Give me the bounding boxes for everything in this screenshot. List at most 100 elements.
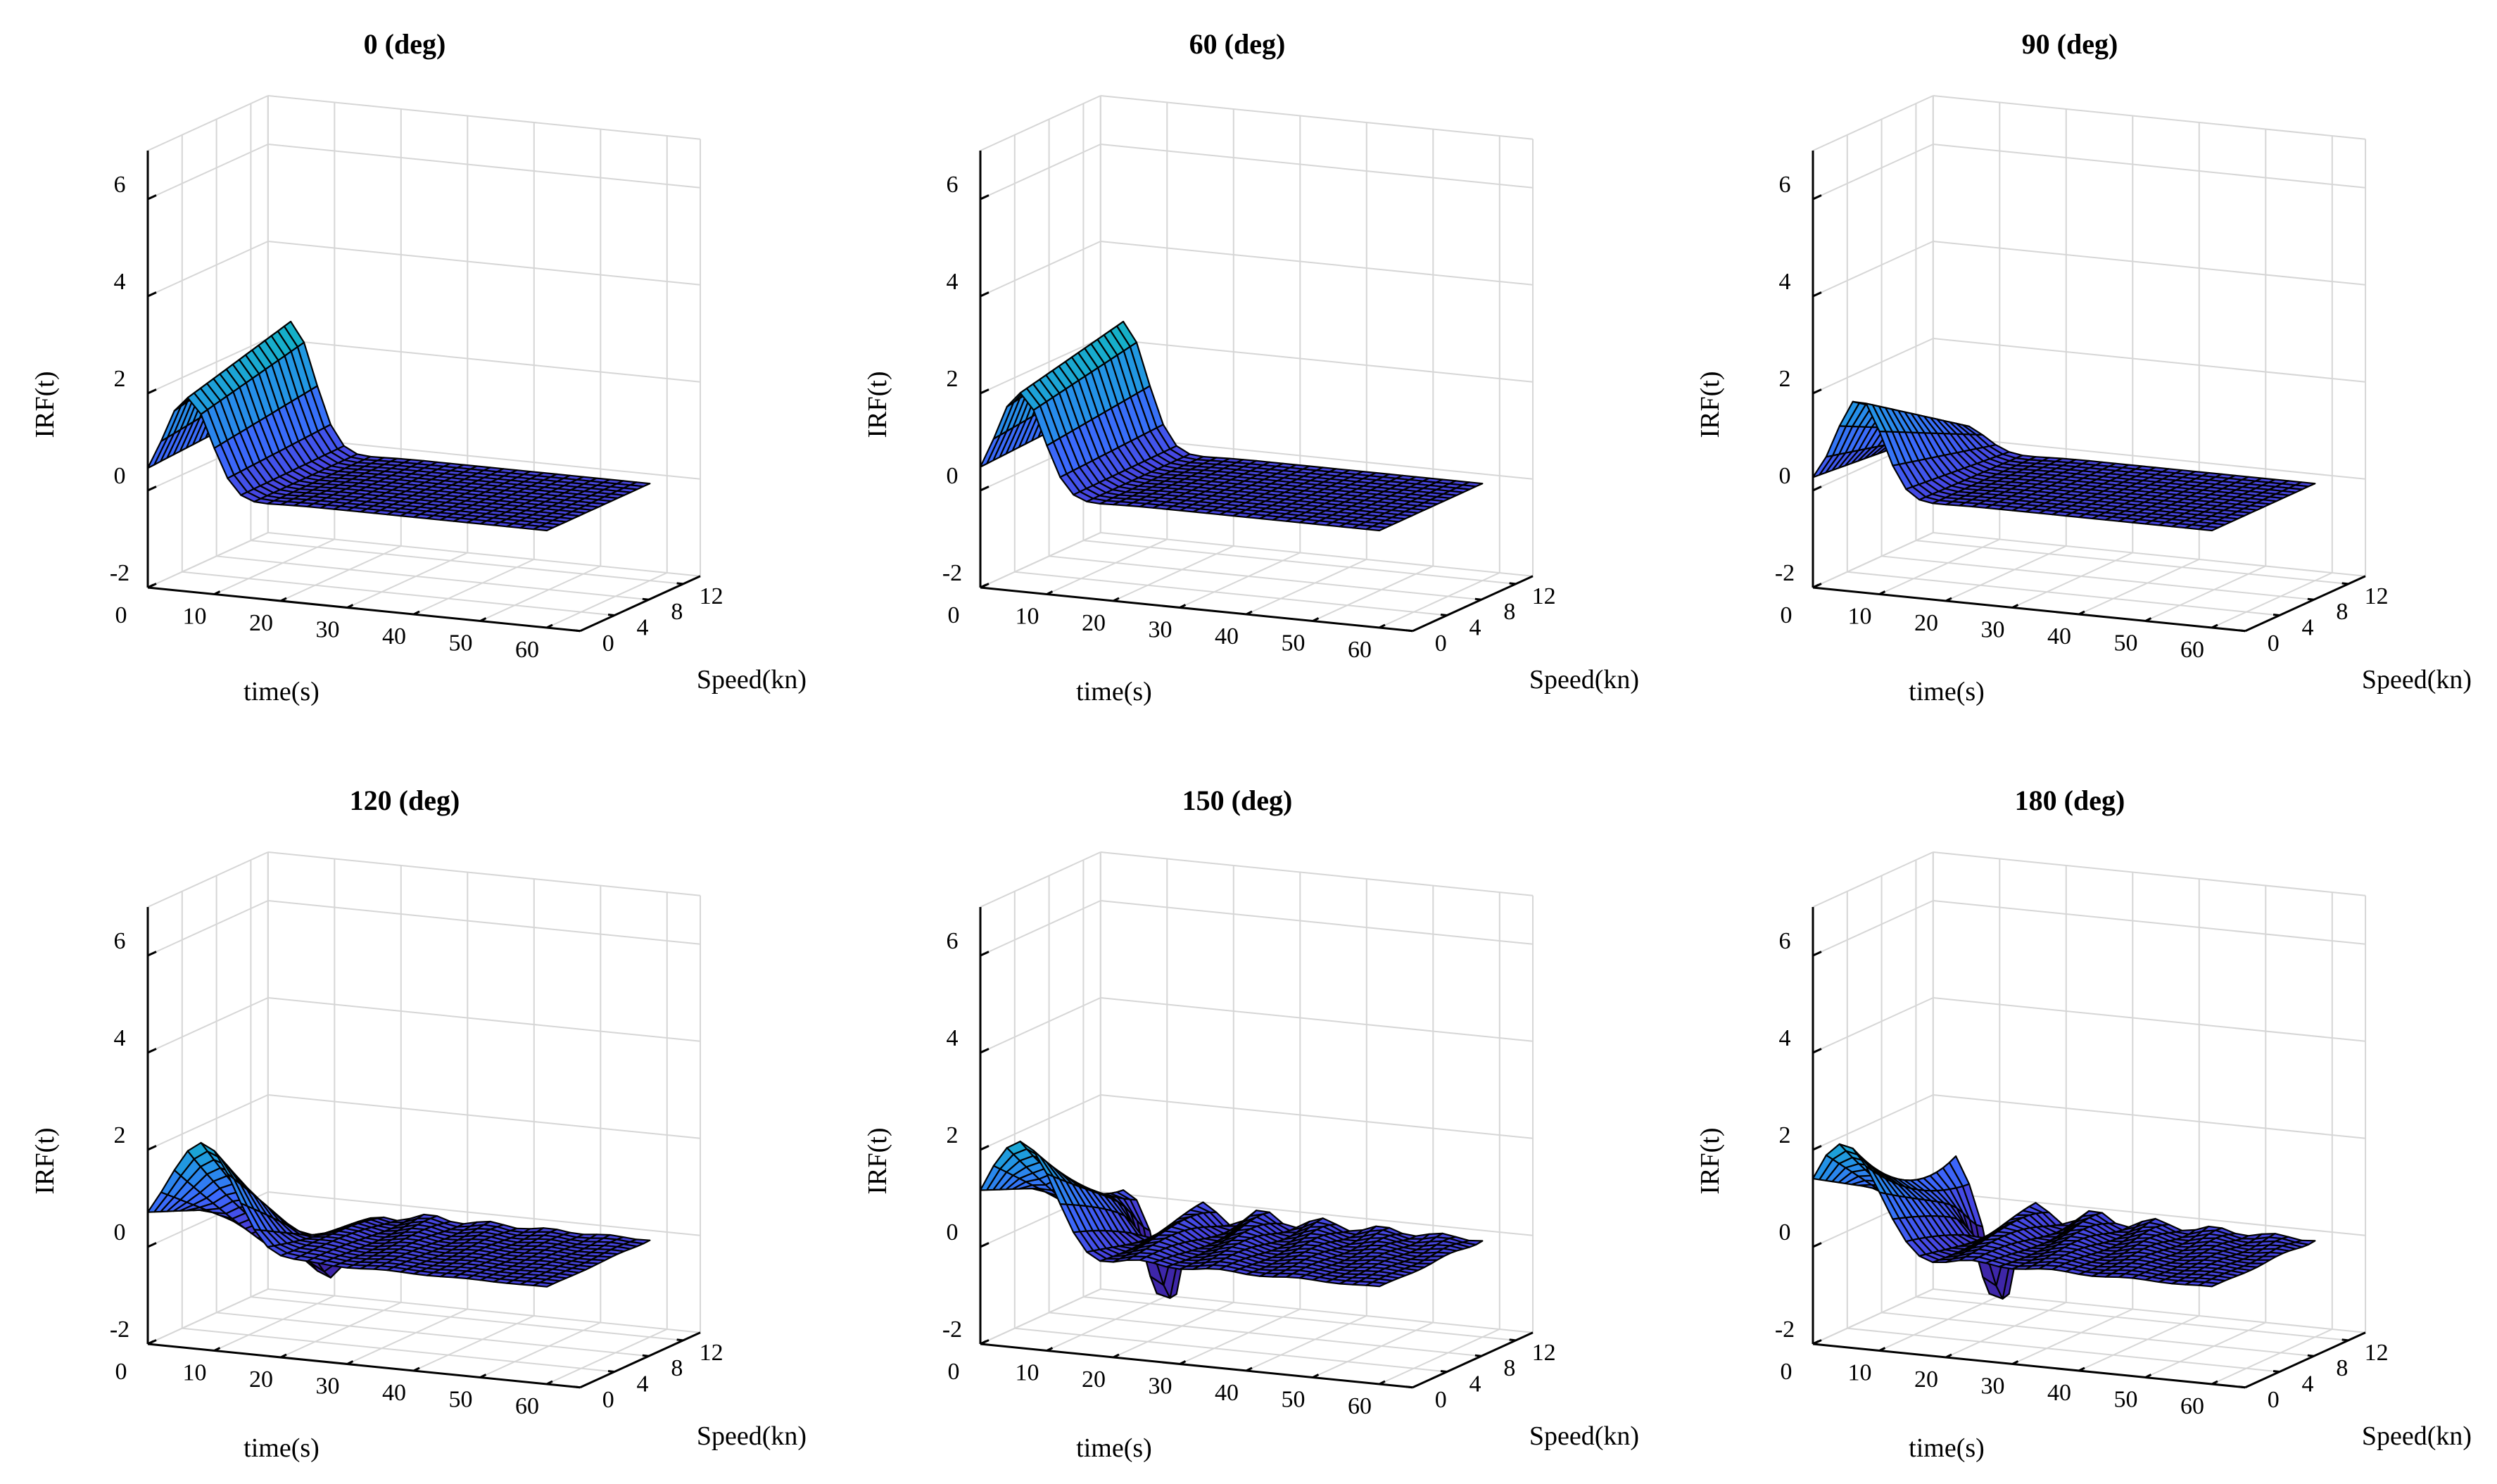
x-tick-label: 10	[183, 1360, 207, 1386]
grid-line	[1945, 545, 2067, 602]
x-tick-label: 40	[382, 623, 406, 649]
y-tick-mark	[2341, 582, 2349, 585]
grid-line	[1049, 555, 1481, 601]
subplot-title: 120 (deg)	[350, 785, 460, 816]
grid-line	[2145, 1321, 2266, 1378]
y-tick-label: 0	[1435, 1387, 1447, 1413]
x-tick-mark	[1312, 1374, 1320, 1378]
z-tick-mark	[147, 1242, 157, 1248]
grid-line	[1100, 144, 1534, 189]
x-tick-label: 50	[1282, 1387, 1306, 1413]
grid-line	[1180, 552, 1301, 609]
grid-line	[1812, 1288, 1934, 1345]
grid-line	[1014, 1327, 1448, 1373]
grid-line	[214, 1295, 335, 1352]
z-axis-label: IRF(t)	[863, 1128, 892, 1195]
x-tick-label: 0	[115, 1359, 127, 1385]
z-tick-label: -2	[942, 560, 962, 586]
grid-line	[214, 538, 335, 595]
box-edge	[1100, 851, 1534, 896]
grid-line	[1933, 532, 2366, 577]
x-tick-label: 40	[382, 1380, 406, 1406]
grid-line	[980, 144, 1101, 200]
x-tick-mark	[980, 1340, 987, 1345]
grid-line	[413, 1315, 535, 1371]
surface	[1812, 400, 2316, 532]
grid-line	[1083, 1296, 1516, 1341]
z-tick-label: 2	[1779, 366, 1791, 392]
z-tick-label: 6	[114, 172, 126, 198]
surface	[979, 320, 1484, 532]
z-tick-label: 4	[947, 269, 959, 295]
y-tick-mark	[2239, 1385, 2246, 1389]
y-tick-mark	[1474, 597, 1482, 601]
subplot-title: 180 (deg)	[2015, 785, 2125, 816]
x-tick-label: 50	[449, 630, 473, 657]
x-tick-mark	[1113, 1353, 1120, 1359]
box-edge	[1933, 851, 2366, 896]
grid-line	[267, 900, 701, 945]
x-axis-label: time(s)	[244, 677, 320, 706]
z-tick-label: -2	[1775, 560, 1795, 586]
y-axis-line	[579, 575, 701, 633]
x-tick-mark	[1179, 1360, 1187, 1365]
surface-patch	[532, 525, 555, 532]
z-tick-label: 6	[1779, 172, 1791, 198]
grid-line	[1933, 1191, 2366, 1236]
z-tick-mark	[980, 951, 990, 957]
grid-line	[1100, 1094, 1534, 1139]
y-tick-label: 12	[2365, 583, 2389, 609]
grid-line	[980, 1288, 1101, 1345]
x-tick-label: 50	[2114, 630, 2138, 657]
grid-line	[1246, 559, 1367, 615]
surface	[146, 1141, 651, 1288]
x-tick-mark	[1246, 610, 1253, 616]
z-tick-label: 2	[114, 366, 126, 392]
grid-line	[2211, 572, 2333, 628]
surface-patch	[2198, 525, 2220, 532]
grid-line	[1847, 571, 2280, 616]
x-tick-mark	[1179, 604, 1187, 609]
x-tick-label: 40	[2047, 623, 2071, 649]
y-tick-label: 0	[2268, 630, 2280, 657]
y-tick-mark	[1474, 1354, 1482, 1357]
grid-line	[147, 241, 269, 297]
y-axis-label: Speed(kn)	[2362, 1421, 2472, 1451]
x-axis-label: time(s)	[1909, 677, 1985, 706]
z-tick-mark	[147, 194, 157, 201]
x-axis-line	[1812, 1343, 2246, 1389]
x-tick-mark	[1379, 1380, 1386, 1385]
x-tick-mark	[1379, 623, 1386, 629]
z-tick-label: 6	[114, 928, 126, 954]
x-tick-mark	[280, 1353, 287, 1359]
box-edge	[980, 95, 1101, 151]
x-tick-label: 40	[1215, 623, 1239, 649]
grid-line	[1113, 545, 1234, 602]
surface	[146, 320, 651, 532]
z-tick-label: 4	[947, 1025, 959, 1051]
x-axis-line	[980, 586, 1413, 633]
grid-line	[1047, 1295, 1168, 1352]
grid-line	[1881, 555, 2314, 601]
grid-line	[1879, 1295, 2000, 1352]
grid-line	[1113, 1302, 1234, 1358]
z-tick-label: 0	[1779, 463, 1791, 489]
x-tick-label: 10	[1848, 1360, 1872, 1386]
y-tick-mark	[574, 1385, 581, 1389]
x-tick-mark	[213, 1347, 221, 1352]
x-tick-mark	[2144, 1374, 2152, 1378]
y-tick-label: 12	[1532, 583, 1556, 609]
grid-line	[1847, 1327, 2280, 1373]
y-tick-mark	[574, 629, 581, 633]
x-tick-mark	[346, 604, 354, 609]
x-tick-mark	[413, 610, 420, 616]
y-tick-label: 4	[2302, 1371, 2314, 1397]
y-tick-mark	[1406, 1385, 1413, 1389]
y-tick-label: 12	[1532, 1340, 1556, 1366]
x-tick-mark	[479, 617, 487, 622]
x-tick-label: 60	[515, 1393, 539, 1419]
x-tick-label: 40	[2047, 1380, 2071, 1406]
grid-line	[980, 1094, 1101, 1150]
z-axis-label: IRF(t)	[1695, 1128, 1725, 1195]
